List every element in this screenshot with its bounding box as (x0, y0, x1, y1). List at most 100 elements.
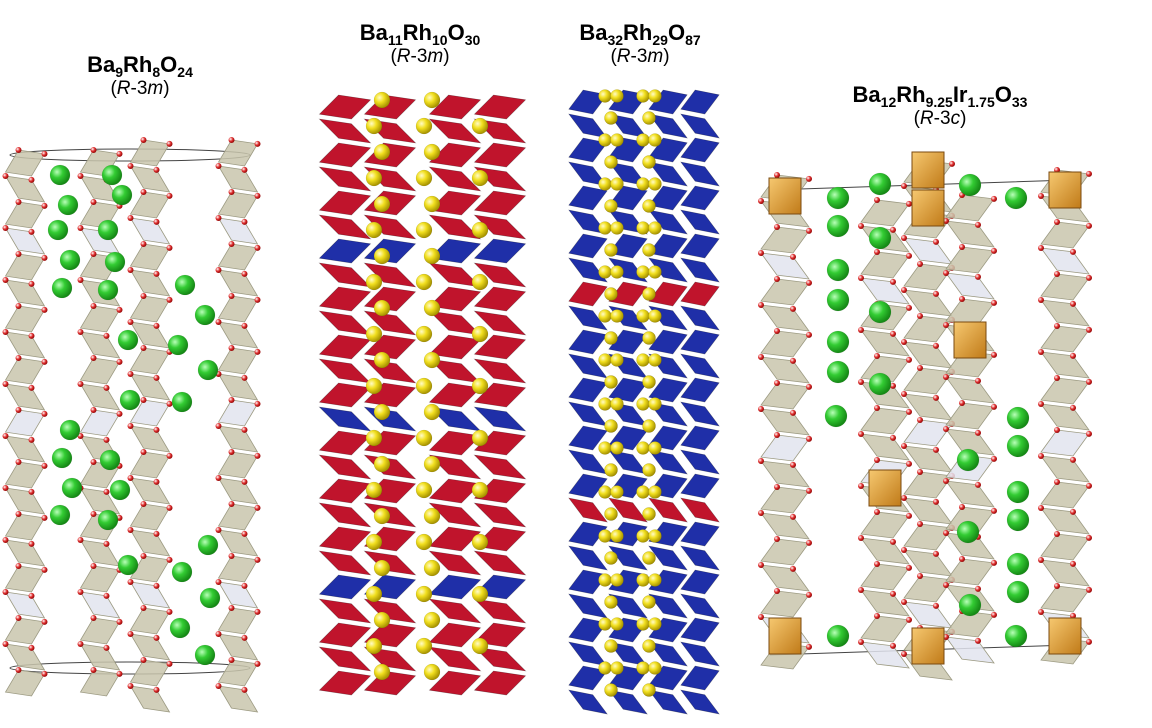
rh-octahedron (4, 435, 46, 463)
oxygen-atom (41, 410, 48, 417)
barium-atom (610, 397, 624, 411)
oxygen-atom (2, 329, 9, 335)
rh-octahedron (903, 393, 953, 421)
ir-octahedron (768, 177, 802, 215)
oxygen-atom (116, 514, 123, 521)
rh-octahedron (945, 610, 995, 638)
oxygen-atom (2, 537, 9, 543)
rh-polyhedron (680, 569, 720, 595)
rh-polyhedron (608, 689, 648, 715)
rh-octahedron (1040, 533, 1090, 561)
barium-atom (642, 419, 656, 433)
rh-octahedron (903, 497, 953, 525)
oxygen-atom (790, 305, 796, 312)
rh-polyhedron (648, 161, 688, 187)
barium-atom (373, 611, 391, 629)
oxygen-atom (241, 270, 248, 277)
rh-octahedron (945, 636, 995, 664)
rh-octahedron (1040, 221, 1090, 249)
rh-octahedron (760, 304, 810, 332)
barium-atom (1006, 406, 1030, 430)
element-symbol: O (994, 82, 1012, 107)
oxygen-atom (790, 513, 796, 520)
rh-octahedron (860, 355, 910, 383)
rh-octahedron (129, 477, 171, 505)
label-structure-4: Ba12Rh9.25Ir1.75O33 (R-3c) (790, 82, 1090, 130)
rh-polyhedron (680, 473, 720, 499)
oxygen-atom (254, 452, 261, 459)
rh-octahedron (1040, 247, 1090, 275)
rh-octahedron (1040, 351, 1090, 379)
oxygen-atom (991, 351, 997, 358)
oxygen-atom (127, 475, 134, 481)
barium-atom (868, 172, 892, 196)
barium-atom (423, 403, 441, 421)
rh-octahedron (4, 227, 46, 255)
rh-octahedron (217, 321, 259, 349)
rh-polyhedron (473, 406, 527, 432)
barium-atom (610, 573, 624, 587)
oxygen-atom (858, 223, 864, 229)
octahedra-column (2, 147, 48, 697)
ir-octahedron (911, 151, 945, 189)
rh-octahedron (760, 278, 810, 306)
oxygen-atom (943, 322, 949, 328)
barium-atom (199, 587, 221, 609)
barium-atom (636, 617, 650, 631)
oxygen-atom (975, 377, 981, 384)
rh-octahedron (129, 191, 171, 219)
rh-polyhedron (568, 233, 608, 259)
rh-polyhedron (318, 430, 372, 456)
oxygen-atom (103, 540, 110, 547)
rh-octahedron (903, 549, 953, 577)
rh-polyhedron (680, 281, 720, 307)
barium-atom (642, 331, 656, 345)
element-symbol: Ba (359, 20, 388, 45)
rh-polyhedron (473, 670, 527, 696)
rh-polyhedron (428, 94, 482, 120)
rh-polyhedron (568, 569, 608, 595)
barium-atom (423, 559, 441, 577)
barium-atom (636, 397, 650, 411)
oxygen-atom (933, 290, 939, 297)
rh-octahedron (79, 409, 121, 437)
rh-octahedron (1040, 559, 1090, 587)
oxygen-atom (1070, 352, 1076, 359)
rh-polyhedron (318, 358, 372, 384)
rh-polyhedron (473, 190, 527, 216)
rh-octahedron (945, 194, 995, 222)
barium-atom (373, 403, 391, 421)
barium-atom (648, 89, 662, 103)
barium-atom (99, 449, 121, 471)
element-symbol: O (447, 20, 465, 45)
oxygen-atom (77, 433, 84, 439)
rh-polyhedron (318, 286, 372, 312)
rh-octahedron (79, 383, 121, 411)
oxygen-atom (774, 276, 780, 282)
barium-atom (1004, 186, 1028, 210)
oxygen-atom (901, 599, 907, 605)
subscript: 12 (880, 94, 897, 110)
oxygen-atom (90, 615, 97, 621)
rh-octahedron (217, 139, 259, 167)
barium-atom (423, 611, 441, 629)
barium-atom (57, 194, 79, 216)
rh-octahedron (903, 315, 953, 343)
rh-octahedron (4, 201, 46, 229)
oxygen-atom (1038, 193, 1044, 199)
barium-atom (1006, 480, 1030, 504)
oxygen-atom (215, 683, 222, 689)
rh-polyhedron (318, 118, 372, 144)
rh-octahedron (760, 382, 810, 410)
rh-octahedron (129, 451, 171, 479)
rh-octahedron (860, 433, 910, 461)
oxygen-atom (1054, 531, 1060, 537)
rh-polyhedron (680, 89, 720, 115)
oxygen-atom (103, 384, 110, 391)
rh-polyhedron (428, 166, 482, 192)
barium-atom (373, 91, 391, 109)
rh-polyhedron (363, 238, 417, 264)
element-symbol: Ba (579, 20, 608, 45)
rh-octahedron (129, 685, 171, 713)
oxygen-atom (127, 631, 134, 637)
